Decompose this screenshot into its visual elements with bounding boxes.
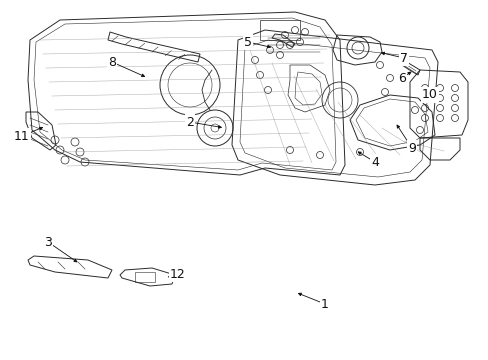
Text: 4: 4 [370, 156, 378, 168]
Text: 2: 2 [185, 116, 194, 129]
Bar [135, 272, 155, 282]
Text: 10: 10 [421, 89, 437, 102]
Text: 7: 7 [399, 51, 407, 64]
Text: 1: 1 [321, 297, 328, 310]
Text: 9: 9 [407, 141, 415, 154]
Text: 3: 3 [44, 235, 52, 248]
Text: 6: 6 [397, 72, 405, 85]
Bar [260, 20, 299, 40]
Text: 5: 5 [244, 36, 251, 49]
Text: 12: 12 [170, 267, 185, 280]
Text: 11: 11 [14, 130, 30, 143]
Text: 8: 8 [108, 55, 116, 68]
